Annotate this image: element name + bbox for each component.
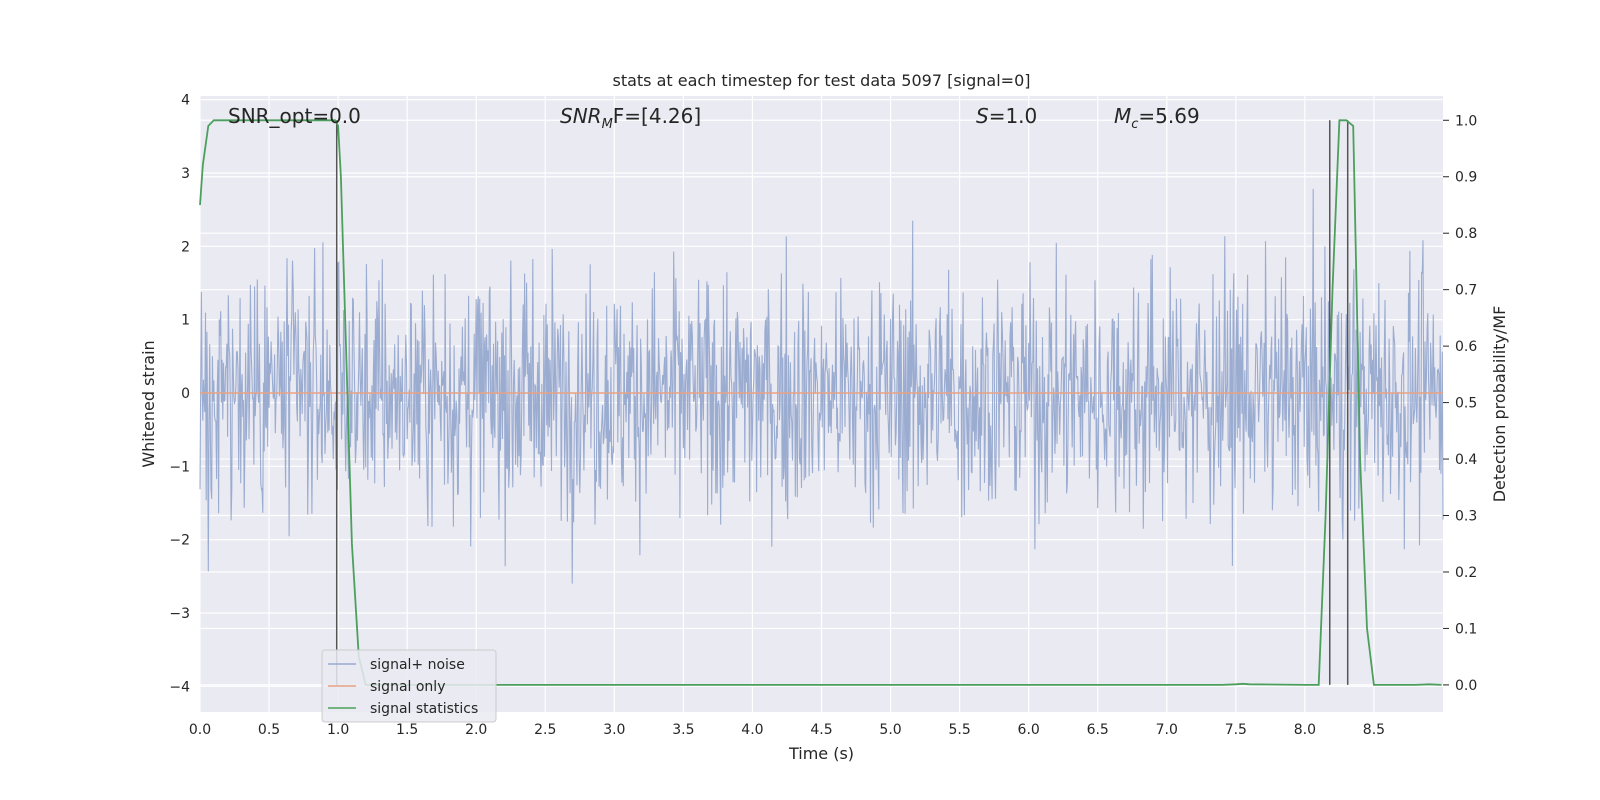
- x-tick-label: 1.0: [327, 722, 349, 738]
- y-tick-label: 2: [181, 239, 190, 255]
- legend: signal+ noise signal only signal statist…: [321, 649, 497, 723]
- y-tick-label: 4: [181, 93, 190, 109]
- y-tick-label: −1: [169, 459, 190, 475]
- y-tick-label: 0: [181, 386, 190, 402]
- annotation-snr-opt: SNR_opt=0.0: [228, 104, 361, 128]
- y2-tick-label: 0.7: [1455, 283, 1477, 299]
- legend-box: [321, 649, 497, 723]
- annotation-mc-rest: =5.69: [1138, 104, 1199, 128]
- annotation-snr-mf-base: SNR: [560, 104, 602, 128]
- signal-statistics-line: [199, 119, 1442, 686]
- annotation-mc: Mc=5.69: [1114, 104, 1200, 132]
- y2-tick-label: 0.3: [1455, 509, 1477, 525]
- y2-tick-label: 0.8: [1455, 226, 1477, 242]
- y-axis-ticks: 4 3 2 1 0 −1 −2 −3 −4: [169, 93, 190, 696]
- y2-tick-label: 0.9: [1455, 170, 1477, 186]
- annotation-snr-mf-sub: M: [602, 117, 613, 132]
- legend-label-signal-noise: signal+ noise: [370, 657, 465, 673]
- y-tick-label: −4: [169, 679, 190, 695]
- annotation-s-rest: =1.0: [989, 104, 1038, 128]
- y2-tick-label: 1.0: [1455, 113, 1477, 129]
- x-tick-label: 0.5: [258, 722, 280, 738]
- y2-tick-label: 0.4: [1455, 452, 1477, 468]
- series-signal-noise: [199, 188, 1444, 584]
- y2-tick-label: 0.6: [1455, 339, 1477, 355]
- x-tick-label: 2.5: [534, 722, 556, 738]
- annotation-snr-mf-rest: F=[4.26]: [613, 104, 701, 128]
- y-tick-label: 1: [181, 313, 190, 329]
- y2-tick-label: 0.0: [1455, 678, 1477, 694]
- x-tick-label: 4.0: [741, 722, 763, 738]
- y-axis-label: Whitened strain: [139, 340, 158, 467]
- x-tick-label: 6.0: [1018, 722, 1040, 738]
- annotation-s: S=1.0: [976, 104, 1037, 128]
- x-tick-label: 1.5: [396, 722, 418, 738]
- x-tick-label: 7.5: [1225, 722, 1247, 738]
- annotation-mc-base: M: [1114, 104, 1131, 128]
- y2-axis-ticks: 1.0 0.9 0.8 0.7 0.6 0.5 0.4 0.3 0.2 0.1 0.0: [1443, 113, 1477, 694]
- x-tick-label: 8.5: [1363, 722, 1385, 738]
- x-tick-label: 4.5: [810, 722, 832, 738]
- noise-line: [199, 188, 1444, 584]
- series-signal-statistics: [199, 119, 1442, 686]
- annotation-mc-sub: c: [1131, 117, 1138, 132]
- y-tick-label: −2: [169, 533, 190, 549]
- y2-tick-label: 0.5: [1455, 396, 1477, 412]
- x-tick-label: 2.0: [465, 722, 487, 738]
- legend-label-signal-statistics: signal statistics: [370, 701, 478, 717]
- y2-axis-label: Detection probability/MF: [1490, 306, 1509, 503]
- x-axis-ticks: 0.0 0.5 1.0 1.5 2.0 2.5 3.0 3.5 4.0 4.5 5.0 5.5 6.0 6…: [189, 722, 1385, 738]
- annotation-s-base: S: [976, 104, 989, 128]
- x-axis-label: Time (s): [788, 744, 854, 763]
- y2-tick-label: 0.1: [1455, 621, 1477, 637]
- x-tick-label: 5.0: [879, 722, 901, 738]
- y-tick-label: −3: [169, 606, 190, 622]
- x-tick-label: 8.0: [1294, 722, 1316, 738]
- x-tick-label: 7.0: [1156, 722, 1178, 738]
- x-tick-label: 3.0: [603, 722, 625, 738]
- chart-title: stats at each timestep for test data 509…: [612, 71, 1030, 90]
- y-tick-label: 3: [181, 166, 190, 182]
- x-tick-label: 0.0: [189, 722, 211, 738]
- legend-label-signal-only: signal only: [370, 679, 445, 695]
- x-tick-label: 3.5: [672, 722, 694, 738]
- x-tick-label: 5.5: [948, 722, 970, 738]
- annotation-snr-mf: SNRMF=[4.26]: [560, 104, 701, 132]
- y2-tick-label: 0.2: [1455, 565, 1477, 581]
- x-tick-label: 6.5: [1087, 722, 1109, 738]
